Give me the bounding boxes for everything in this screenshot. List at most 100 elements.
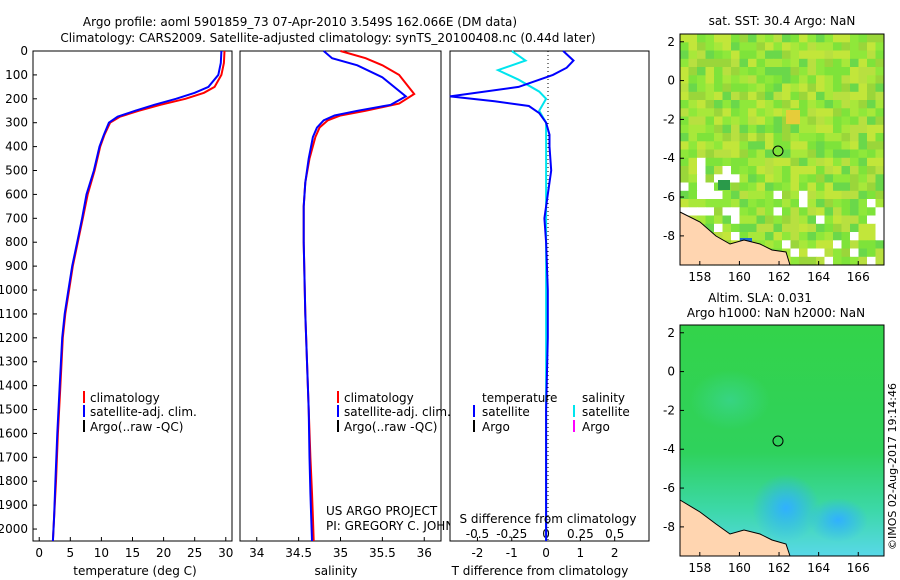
depth-tick-label: 1500	[0, 403, 28, 417]
sst-cell	[867, 91, 876, 101]
sst-cell	[697, 108, 706, 118]
sst-cell	[705, 215, 715, 225]
sst-cell	[816, 133, 825, 142]
lat-tick-label: -8	[663, 520, 675, 534]
sst-cell	[875, 207, 885, 217]
sst-cell	[850, 190, 859, 200]
sst-cell	[816, 100, 825, 109]
sst-cell	[680, 199, 689, 208]
lon-tick-label: 162	[768, 561, 791, 575]
sst-cell	[833, 58, 842, 68]
sst-cell	[790, 149, 800, 159]
sst-cell	[739, 42, 749, 52]
sst-cell	[714, 83, 723, 93]
sst-cell	[816, 166, 825, 175]
sst-cell	[688, 199, 698, 208]
sst-cell	[722, 83, 732, 93]
temperature-panel: 0100200300400500600700800900100011001200…	[0, 44, 233, 578]
sst-cell	[756, 83, 766, 93]
sst-cell	[790, 174, 800, 184]
lat-tick-label: 0	[667, 74, 675, 88]
legend-label-argo: Argo(..raw -QC)	[344, 420, 437, 434]
sst-cell	[816, 91, 825, 101]
sst-cell	[850, 240, 859, 250]
x-tick-top-label: -0.25	[496, 527, 527, 541]
sst-cell	[875, 199, 885, 208]
sst-cell	[748, 91, 757, 101]
sst-cell	[782, 215, 791, 225]
sst-cell	[748, 174, 757, 184]
x-tick-label: 15	[125, 546, 140, 560]
sla-map-title2: Argo h1000: NaN h2000: NaN	[687, 306, 865, 320]
sst-cell	[799, 34, 808, 43]
x-tick-label: 34	[249, 546, 264, 560]
sst-cell	[697, 116, 706, 126]
sst-cell	[756, 149, 766, 159]
sst-cell	[824, 182, 834, 192]
sst-cell	[850, 199, 859, 208]
sst-cell	[858, 42, 868, 52]
sst-map-title: sat. SST: 30.4 Argo: NaN	[709, 14, 856, 28]
sst-cell	[756, 232, 766, 241]
sst-cell	[875, 83, 885, 93]
sst-cell	[739, 223, 749, 233]
sst-cell	[850, 58, 859, 68]
sst-cell	[680, 34, 689, 43]
sst-cell	[748, 116, 757, 126]
sst-cell	[680, 133, 689, 142]
sst-cell	[858, 207, 868, 217]
sst-cell	[841, 133, 851, 142]
sst-cell	[824, 100, 834, 109]
sst-cell	[790, 91, 800, 101]
sst-cell	[773, 67, 783, 76]
sst-cell	[739, 133, 749, 142]
x-tick-label: -2	[471, 546, 483, 560]
sst-cell	[807, 67, 817, 76]
sst-cell	[680, 108, 689, 118]
sst-cell	[875, 108, 885, 118]
sst-cell	[807, 100, 817, 109]
sst-cell	[867, 42, 876, 52]
sst-cell	[799, 248, 808, 258]
sst-cell	[833, 116, 842, 126]
sst-cell	[850, 256, 859, 266]
sst-cell	[722, 100, 732, 109]
sst-cell	[731, 58, 740, 68]
legend-label-climatology: climatology	[90, 391, 160, 405]
sst-cell	[705, 190, 715, 200]
sst-cell	[790, 248, 800, 258]
sst-cell	[765, 100, 774, 109]
x-tick-label: 35.5	[369, 546, 396, 560]
sst-cell	[765, 207, 774, 217]
sla-map-title1: Altim. SLA: 0.031	[708, 291, 812, 305]
sst-cell	[816, 108, 825, 118]
sst-cell	[875, 124, 885, 134]
sst-cell	[782, 223, 791, 233]
sst-cell	[790, 166, 800, 175]
sst-cell	[697, 91, 706, 101]
sst-cell	[731, 42, 740, 52]
sst-cell	[697, 50, 706, 60]
sst-cell	[790, 141, 800, 151]
sst-cell	[790, 199, 800, 208]
sst-cell	[833, 199, 842, 208]
sst-cell	[850, 108, 859, 118]
sst-cell	[833, 157, 842, 167]
sst-cell	[765, 42, 774, 52]
sst-cell	[722, 223, 732, 233]
sst-cell	[765, 75, 774, 85]
depth-tick-label: 200	[5, 92, 28, 106]
sst-cell	[867, 256, 876, 266]
x-tick-label: -1	[506, 546, 518, 560]
sst-cell	[731, 182, 740, 192]
sst-cell	[680, 182, 689, 192]
sst-cell	[816, 215, 825, 225]
sst-cell	[688, 108, 698, 118]
sst-cell	[799, 207, 808, 217]
sst-cell	[731, 190, 740, 200]
sst-cell	[697, 58, 706, 68]
sst-cell	[773, 91, 783, 101]
lon-tick-label: 158	[688, 270, 711, 284]
lon-tick-label: 166	[847, 561, 870, 575]
sst-cell	[799, 215, 808, 225]
